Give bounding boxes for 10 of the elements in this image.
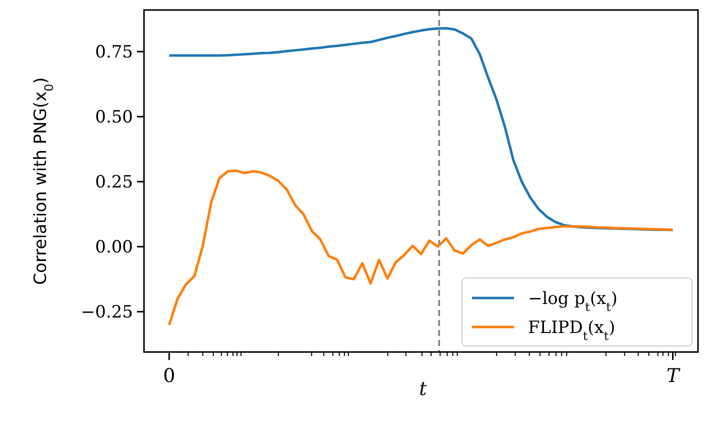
x-axis-title: t (419, 378, 428, 400)
y-tick-label: 0.50 (95, 108, 133, 128)
y-tick-label: 0.25 (95, 172, 133, 193)
legend-label: −log p$_{t}$(x$_{t}$) (528, 288, 618, 314)
y-tick-label: 0.75 (95, 42, 133, 63)
y-tick-label: −0.25 (80, 302, 133, 323)
x-tick-label: 0 (163, 365, 176, 387)
legend-label: FLIPD$_{t}$(x$_{t}$) (528, 318, 616, 343)
y-tick-label: 0.00 (95, 238, 133, 258)
x-tick-label: T (666, 365, 680, 387)
